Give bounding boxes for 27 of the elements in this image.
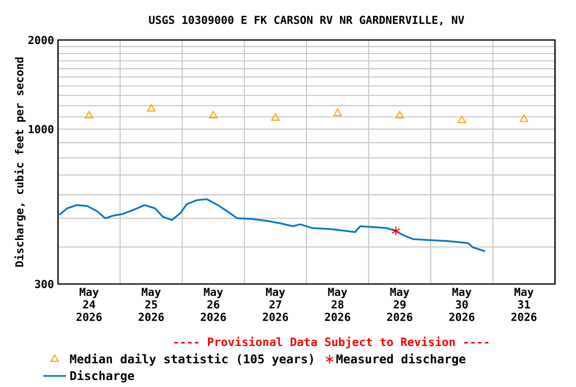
y-tick-label: 300 xyxy=(35,280,54,288)
point xyxy=(458,116,466,124)
legend-label: Median daily statistic (105 years) xyxy=(70,354,313,366)
point xyxy=(395,110,404,118)
y-tick-label: 1000 xyxy=(28,125,54,134)
x-tick-label: May 28 2026 xyxy=(325,288,350,322)
point xyxy=(520,114,528,122)
text: ---- Provisional Data Subject to Revision ---- xyxy=(174,336,488,348)
x-tick-label: May 29 2026 xyxy=(387,288,412,322)
legend-label: Measured discharge xyxy=(336,354,466,366)
chart-title: USGS 10309000 E FK CARSON RV NR GARDNERVILLE, NV xyxy=(149,16,464,26)
y-axis-title: Discharge, cubic feet per second xyxy=(14,57,26,267)
point xyxy=(392,226,400,236)
point xyxy=(333,108,342,116)
point xyxy=(209,110,218,118)
legend-label: Discharge xyxy=(70,370,134,382)
x-tick-label: May 25 2026 xyxy=(138,288,164,322)
point xyxy=(271,113,280,121)
point xyxy=(146,104,156,112)
x-tick-label: May 31 2026 xyxy=(511,288,537,322)
x-tick-label: May 30 2026 xyxy=(449,288,474,322)
y-tick-label: 2000 xyxy=(28,36,54,44)
line-series xyxy=(58,198,486,252)
x-tick-label: May 26 2026 xyxy=(200,288,226,322)
x-tick-label: May 27 2026 xyxy=(262,288,288,322)
x-tick-label: May 24 2026 xyxy=(76,288,102,322)
point xyxy=(84,110,94,118)
